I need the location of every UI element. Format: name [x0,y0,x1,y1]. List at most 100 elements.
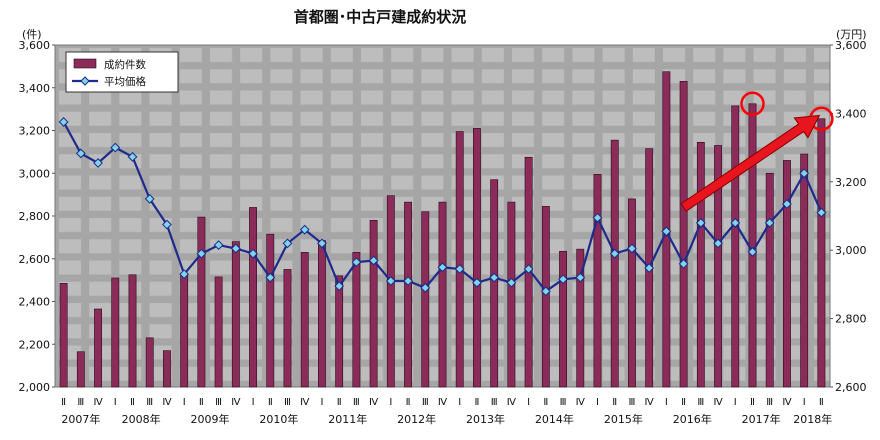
price-point [454,264,465,274]
year-label: 2011年 [328,412,367,426]
price-point [403,276,413,286]
bar [783,160,791,388]
right-tick-label: 2,800 [835,313,867,326]
bar [59,283,68,388]
year-label: 2017年 [742,412,781,426]
quarter-label: Ⅱ [406,397,411,408]
price-point [523,264,534,274]
bar [507,201,516,388]
quarter-label: Ⅲ [697,397,704,408]
price-point [592,212,603,223]
price-point [213,240,224,250]
price-point [265,272,276,283]
bar [696,141,705,388]
right-axis: 2,600 2,800 3,000 3,200 3,400 3,600 [830,39,867,394]
year-label: 2012年 [397,412,436,426]
quarter-label: Ⅲ [146,397,153,408]
price-point [627,243,637,254]
quarter-label: Ⅰ [389,397,392,408]
quarter-label: Ⅱ [199,397,204,408]
bar [94,308,102,388]
bar [214,276,223,388]
bar [765,172,774,388]
price-point [162,219,172,230]
bar [748,103,757,388]
bar [421,211,430,388]
bar [610,139,619,388]
quarter-label: Ⅱ [543,397,548,408]
bar [559,250,567,388]
bar [628,198,636,388]
bar [249,207,257,388]
chart-title: 首都圏･中古戸建成約状況 [294,8,467,26]
price-point [437,262,448,273]
quarter-label: Ⅰ [252,397,255,408]
price-point [730,217,741,228]
quarter-label: Ⅳ [782,397,792,408]
quarter-label: Ⅲ [77,397,84,408]
quarter-label: Ⅱ [612,397,617,408]
quarter-label: Ⅲ [422,397,429,408]
price-point [334,281,345,292]
left-tick-label: 3,400 [19,82,51,95]
price-point [782,199,792,209]
price-point [713,238,723,249]
price-point [609,248,620,259]
price-point [317,238,327,249]
bar [163,350,171,388]
price-point [196,248,207,259]
price-point [644,263,655,273]
quarter-label: Ⅰ [596,397,599,408]
bar [386,195,395,388]
bar [404,201,412,388]
price-point [816,207,827,218]
bar [714,145,722,388]
quarter-label: Ⅰ [734,397,737,408]
price-point [248,248,258,259]
price-point [558,274,568,285]
legend-line-label: 平均価格 [104,75,146,88]
price-point [678,258,689,269]
quarter-label: Ⅳ [507,397,517,408]
bar [473,128,481,388]
quarter-label: Ⅳ [645,397,655,408]
price-point [93,158,103,168]
left-tick-label: 2,000 [19,381,51,394]
quarter-label: Ⅱ [819,397,824,408]
price-point [282,238,293,249]
bar [817,118,826,388]
bar [128,274,137,388]
bar [111,277,120,388]
right-tick-label: 3,400 [835,107,867,120]
quarter-label: Ⅲ [766,397,773,408]
bar [541,206,550,388]
bar [800,153,809,388]
bar [438,201,447,388]
legend-line-marker [80,76,90,86]
bar [679,81,688,388]
right-axis-unit: (万円) [836,28,867,41]
bar [197,216,206,388]
bar [576,248,585,388]
quarter-label: Ⅳ [231,397,241,408]
year-label: 2016年 [673,412,712,426]
quarter-label: Ⅳ [713,397,723,408]
price-point [127,151,138,162]
quarter-label: Ⅳ [162,397,172,408]
right-tick-label: 3,200 [835,176,867,189]
left-tick-label: 3,600 [19,39,51,52]
price-point [110,142,121,153]
left-tick-label: 3,200 [19,125,51,138]
quarter-label: Ⅱ [681,397,686,408]
quarter-label: Ⅱ [750,397,755,408]
quarter-label: Ⅰ [458,397,461,408]
bar [455,131,464,388]
bar [231,241,240,388]
left-axis: 2,000 2,200 2,400 2,600 2,800 3,000 3,200 3,400… [19,39,55,394]
price-point [472,277,482,288]
bar [369,219,378,388]
left-tick-label: 2,600 [19,253,51,266]
quarter-label: Ⅳ [300,397,310,408]
bar [180,275,189,388]
